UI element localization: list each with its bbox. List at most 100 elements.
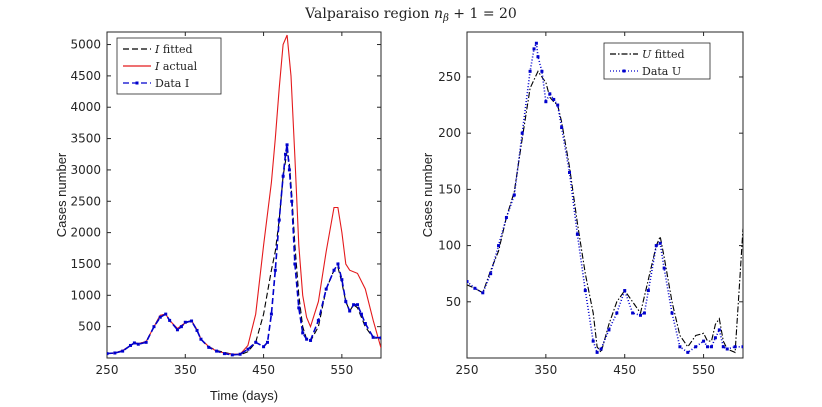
series-point — [293, 262, 297, 266]
series-point — [305, 337, 309, 341]
series-point — [631, 311, 635, 315]
series-point — [207, 345, 211, 349]
series-point — [599, 347, 603, 351]
y-axis-label: Cases number — [54, 152, 69, 237]
series-point — [285, 143, 289, 147]
y-tick-label: 3500 — [70, 132, 101, 146]
series-point — [340, 278, 344, 282]
series-point — [363, 322, 367, 326]
left-chart: 250 350 450 550 500 1000 1500 2000 2500 3000 3500 4… — [54, 31, 382, 403]
series-point — [265, 340, 269, 344]
series-point — [536, 55, 540, 59]
series-point — [238, 352, 242, 356]
series-point — [662, 266, 666, 270]
series-point — [481, 291, 485, 295]
series-point — [356, 303, 360, 307]
series-point — [199, 337, 203, 341]
y-tick-label: 150 — [438, 182, 461, 196]
x-tick-label: 450 — [252, 363, 275, 377]
legend-label: I actual — [154, 60, 198, 73]
series-point — [583, 289, 587, 293]
legend-label-math: I — [154, 60, 160, 73]
series-point — [359, 312, 363, 316]
series-point — [717, 328, 721, 332]
x-tick-label: 250 — [456, 363, 479, 377]
series-point — [642, 311, 646, 315]
y-axis-label: Cases number — [420, 152, 435, 237]
series-point — [107, 352, 109, 356]
y-tick-label: 5000 — [70, 38, 101, 52]
x-tick-label: 250 — [96, 363, 119, 377]
series-point — [552, 97, 556, 101]
series-point — [520, 131, 524, 135]
series-point — [733, 345, 737, 349]
series-point — [179, 325, 183, 329]
series-point — [128, 343, 132, 347]
legend-label-text: Data U — [642, 65, 681, 78]
legend-marker — [622, 69, 626, 73]
series-point — [175, 328, 179, 332]
series-point — [195, 328, 199, 332]
y-tick-label: 250 — [438, 70, 461, 84]
legend-label: Data U — [642, 65, 681, 78]
x-axis-label: Time (days) — [210, 388, 278, 403]
series-point — [607, 328, 611, 332]
series-point — [254, 340, 258, 344]
series-point — [497, 244, 501, 248]
series-line-1 — [467, 70, 743, 354]
series-point — [473, 286, 477, 290]
series-group — [467, 40, 743, 354]
series-point — [686, 350, 690, 354]
series-point — [144, 340, 148, 344]
series-point — [560, 126, 564, 130]
series-point — [721, 345, 725, 349]
series-point — [528, 69, 532, 73]
series-point — [591, 339, 595, 343]
series-point — [277, 218, 281, 222]
series-point — [348, 309, 352, 313]
legend-label: Data I — [155, 77, 189, 90]
series-point — [168, 318, 172, 322]
figure-title-math-var: n — [434, 6, 443, 22]
legend: I fitted I actual Data I — [116, 37, 222, 95]
series-point — [371, 335, 375, 339]
legend-label: I fitted — [154, 43, 193, 56]
series-point — [324, 287, 328, 291]
series-point — [532, 47, 536, 51]
series-point — [709, 345, 713, 349]
y-tick-label: 2000 — [70, 226, 101, 240]
series-point — [725, 347, 729, 351]
series-point — [273, 268, 277, 272]
series-point — [297, 306, 301, 310]
series-point — [540, 69, 544, 73]
series-group — [107, 34, 381, 357]
series-point — [694, 345, 698, 349]
series-point — [183, 320, 187, 324]
series-point — [164, 312, 168, 316]
series-point — [132, 341, 136, 345]
series-point — [504, 215, 508, 219]
legend-label: U fitted — [642, 48, 685, 61]
y-tick-label: 100 — [438, 239, 461, 253]
series-point — [309, 338, 313, 342]
series-point — [283, 152, 287, 156]
x-tick-label: 550 — [330, 363, 353, 377]
x-tick-label: 550 — [692, 363, 715, 377]
series-point — [246, 347, 250, 351]
series-point — [190, 319, 194, 323]
axes-frame — [466, 31, 744, 359]
series-point — [230, 353, 234, 357]
series-point — [336, 262, 340, 266]
series-point — [595, 350, 599, 354]
y-tick-label: 4500 — [70, 69, 101, 83]
series-point — [615, 311, 619, 315]
series-point — [113, 351, 117, 355]
y-tick-label: 50 — [446, 295, 461, 309]
series-point — [489, 272, 493, 276]
legend-marker — [135, 81, 139, 85]
series-point — [352, 303, 356, 307]
series-point — [158, 315, 162, 319]
y-tick-label: 1500 — [70, 257, 101, 271]
series-point — [646, 289, 650, 293]
